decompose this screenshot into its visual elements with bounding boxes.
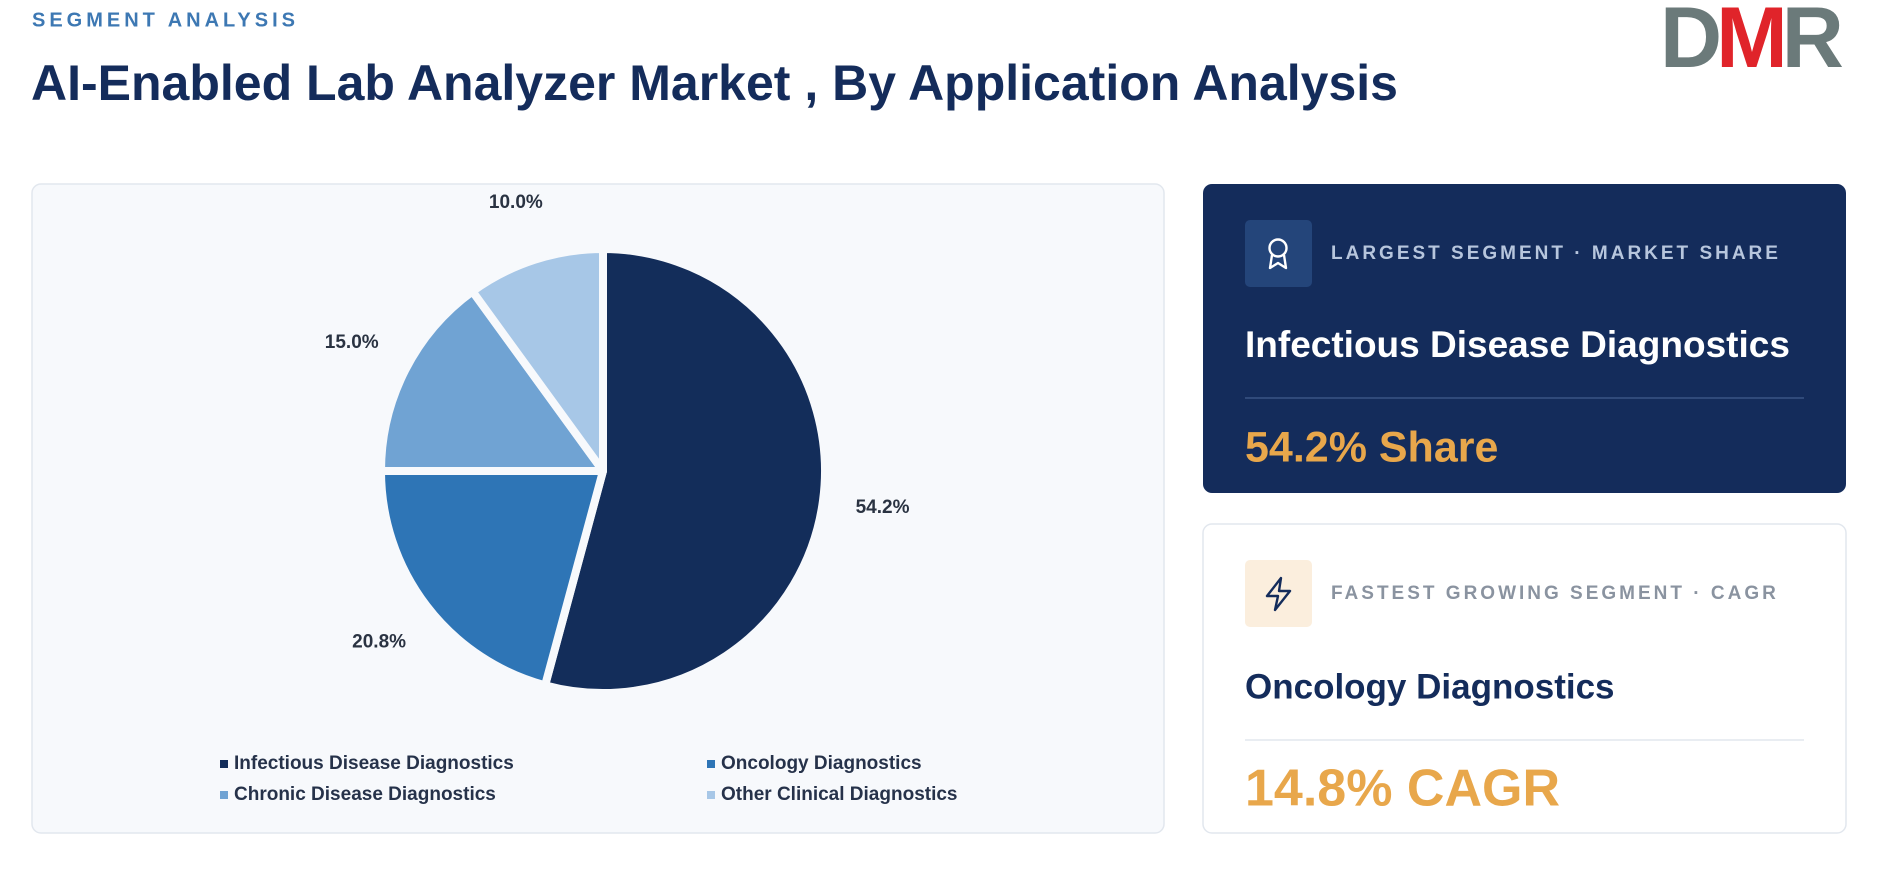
legend-marker	[707, 760, 715, 768]
legend-label: Chronic Disease Diagnostics	[234, 784, 496, 805]
legend-marker	[707, 791, 715, 799]
card-metric: 54.2% Share	[1245, 423, 1498, 471]
card-label: FASTEST GROWING SEGMENT · CAGR	[1331, 583, 1779, 604]
logo: DMR	[1660, 0, 1843, 86]
card-label: LARGEST SEGMENT · MARKET SHARE	[1331, 243, 1781, 264]
pie-slice	[377, 467, 607, 690]
largest-card	[1203, 184, 1846, 493]
legend-marker	[220, 760, 228, 768]
value-label: 54.2%	[856, 497, 910, 518]
value-label: 15.0%	[325, 332, 379, 353]
legend-marker	[220, 791, 228, 799]
pie-slice	[468, 245, 607, 475]
award-icon	[1268, 238, 1288, 270]
page-title: AI-Enabled Lab Analyzer Market , By Appl…	[31, 55, 1398, 111]
value-label: 10.0%	[489, 192, 543, 213]
kicker: SEGMENT ANALYSIS	[32, 9, 299, 31]
card-name: Oncology Diagnostics	[1245, 667, 1615, 706]
bolt-icon	[1265, 576, 1292, 612]
fastest-card	[1202, 523, 1847, 834]
pie-slice	[541, 245, 829, 697]
pie-slice	[377, 287, 607, 475]
legend-label: Oncology Diagnostics	[721, 753, 922, 774]
value-label: 20.8%	[352, 631, 406, 652]
icon-box	[1245, 220, 1312, 287]
legend-label: Other Clinical Diagnostics	[721, 784, 958, 805]
card-name: Infectious Disease Diagnostics	[1245, 324, 1790, 365]
icon-box	[1245, 560, 1312, 627]
card-metric: 14.8% CAGR	[1245, 760, 1560, 818]
legend-label: Infectious Disease Diagnostics	[234, 753, 514, 774]
